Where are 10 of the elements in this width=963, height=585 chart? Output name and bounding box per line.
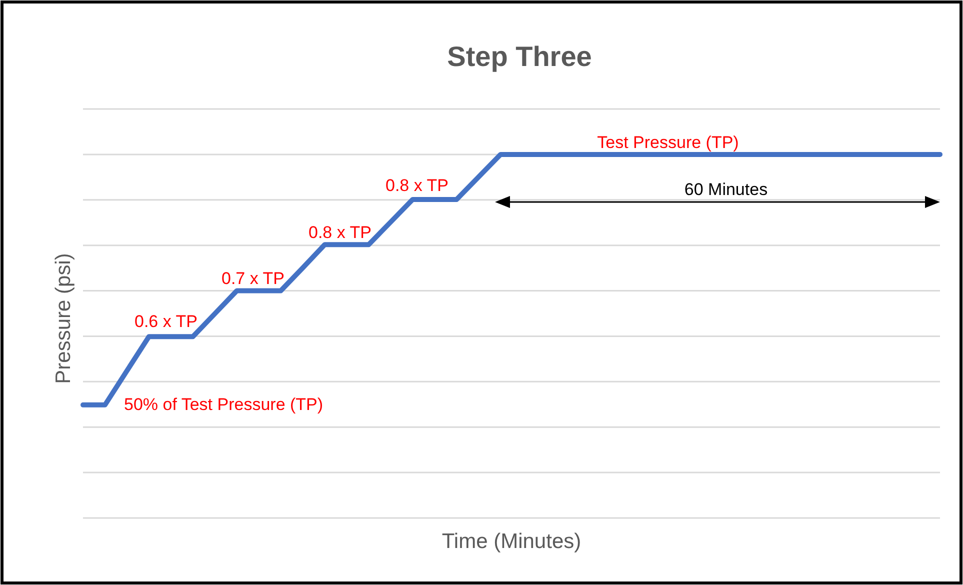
chart-title: Step Three: [447, 41, 592, 72]
annotation: 50% of Test Pressure (TP): [124, 395, 324, 414]
annotation: 0.6 x TP: [134, 312, 198, 331]
text: Test Pressure (TP): [597, 133, 739, 152]
annotation: 0.8 x TP: [386, 176, 448, 195]
x-axis-title: Time (Minutes): [442, 530, 582, 553]
annotation: 0.7 x TP: [222, 269, 284, 288]
annotation: 60 Minutes: [684, 180, 768, 199]
y-axis-title: Pressure (psi): [52, 253, 75, 384]
annotation: 0.8 x TP: [308, 223, 372, 242]
